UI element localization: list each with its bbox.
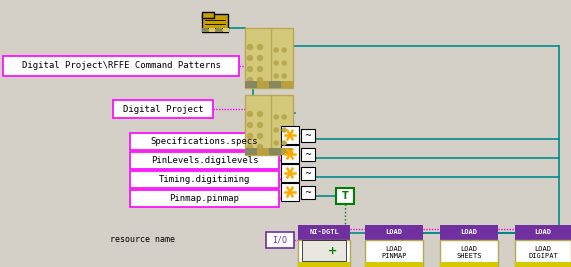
Text: resource name: resource name: [110, 235, 175, 245]
Circle shape: [282, 48, 286, 52]
FancyBboxPatch shape: [365, 262, 423, 267]
FancyBboxPatch shape: [281, 148, 293, 155]
Circle shape: [258, 144, 263, 150]
Text: T: T: [341, 191, 348, 201]
Circle shape: [247, 66, 252, 72]
FancyBboxPatch shape: [365, 240, 423, 267]
Circle shape: [274, 115, 278, 119]
Circle shape: [282, 74, 286, 78]
FancyBboxPatch shape: [202, 12, 214, 18]
FancyBboxPatch shape: [209, 28, 215, 32]
Text: Specifications.specs: Specifications.specs: [151, 137, 258, 146]
Circle shape: [258, 134, 263, 139]
Text: LOAD: LOAD: [385, 230, 403, 235]
FancyBboxPatch shape: [3, 56, 239, 76]
Circle shape: [247, 112, 252, 116]
FancyBboxPatch shape: [257, 81, 269, 88]
FancyBboxPatch shape: [281, 164, 299, 182]
FancyBboxPatch shape: [245, 95, 293, 155]
FancyBboxPatch shape: [216, 28, 222, 32]
FancyBboxPatch shape: [245, 28, 293, 88]
Circle shape: [247, 56, 252, 61]
Circle shape: [247, 144, 252, 150]
Text: ~: ~: [304, 189, 312, 198]
Circle shape: [258, 56, 263, 61]
FancyBboxPatch shape: [281, 183, 299, 201]
FancyBboxPatch shape: [440, 262, 498, 267]
FancyBboxPatch shape: [202, 14, 228, 32]
FancyBboxPatch shape: [336, 188, 354, 204]
FancyBboxPatch shape: [269, 81, 281, 88]
Text: I/O: I/O: [272, 235, 288, 245]
FancyBboxPatch shape: [301, 148, 315, 161]
FancyBboxPatch shape: [298, 240, 350, 267]
Circle shape: [247, 123, 252, 128]
Text: LOAD
PINMAP: LOAD PINMAP: [381, 246, 407, 259]
Circle shape: [247, 77, 252, 83]
Text: ~: ~: [304, 132, 312, 140]
FancyBboxPatch shape: [301, 167, 315, 180]
FancyBboxPatch shape: [301, 186, 315, 199]
Circle shape: [274, 128, 278, 132]
FancyBboxPatch shape: [281, 81, 293, 88]
FancyBboxPatch shape: [281, 126, 299, 144]
FancyBboxPatch shape: [130, 171, 279, 188]
Circle shape: [282, 115, 286, 119]
FancyBboxPatch shape: [301, 129, 315, 142]
FancyBboxPatch shape: [113, 100, 213, 118]
FancyBboxPatch shape: [298, 225, 350, 240]
FancyBboxPatch shape: [266, 232, 294, 248]
Circle shape: [258, 112, 263, 116]
Text: NI-DGTL: NI-DGTL: [309, 230, 339, 235]
Circle shape: [258, 77, 263, 83]
Circle shape: [258, 123, 263, 128]
FancyBboxPatch shape: [269, 148, 281, 155]
FancyBboxPatch shape: [515, 262, 571, 267]
Text: Pinmap.pinmap: Pinmap.pinmap: [170, 194, 239, 203]
Circle shape: [274, 61, 278, 65]
Text: LOAD: LOAD: [460, 230, 477, 235]
FancyBboxPatch shape: [440, 225, 498, 240]
Circle shape: [282, 128, 286, 132]
Circle shape: [247, 134, 252, 139]
FancyBboxPatch shape: [245, 148, 257, 155]
Circle shape: [258, 66, 263, 72]
FancyBboxPatch shape: [440, 240, 498, 267]
FancyBboxPatch shape: [281, 145, 299, 163]
FancyBboxPatch shape: [130, 133, 279, 150]
FancyBboxPatch shape: [515, 225, 571, 240]
Text: Digital Project\RFFE Command Patterns: Digital Project\RFFE Command Patterns: [22, 61, 220, 70]
FancyBboxPatch shape: [130, 152, 279, 169]
FancyBboxPatch shape: [302, 240, 346, 261]
Text: LOAD: LOAD: [534, 230, 552, 235]
Text: Digital Project: Digital Project: [123, 104, 203, 113]
Text: ~: ~: [304, 151, 312, 159]
FancyBboxPatch shape: [223, 28, 229, 32]
Circle shape: [258, 45, 263, 49]
Circle shape: [274, 74, 278, 78]
Text: PinLevels.digilevels: PinLevels.digilevels: [151, 156, 258, 165]
FancyBboxPatch shape: [515, 240, 571, 267]
Text: +: +: [328, 245, 337, 256]
Text: Timing.digitiming: Timing.digitiming: [159, 175, 250, 184]
FancyBboxPatch shape: [298, 262, 350, 267]
Circle shape: [247, 45, 252, 49]
FancyBboxPatch shape: [130, 190, 279, 207]
Text: LOAD
DIGIPAT: LOAD DIGIPAT: [528, 246, 558, 259]
FancyBboxPatch shape: [245, 81, 257, 88]
FancyBboxPatch shape: [365, 225, 423, 240]
FancyBboxPatch shape: [257, 148, 269, 155]
FancyBboxPatch shape: [202, 28, 208, 32]
Circle shape: [274, 48, 278, 52]
Circle shape: [282, 61, 286, 65]
Text: LOAD
SHEETS: LOAD SHEETS: [456, 246, 482, 259]
Circle shape: [274, 141, 278, 145]
Circle shape: [282, 141, 286, 145]
Text: ~: ~: [304, 170, 312, 179]
